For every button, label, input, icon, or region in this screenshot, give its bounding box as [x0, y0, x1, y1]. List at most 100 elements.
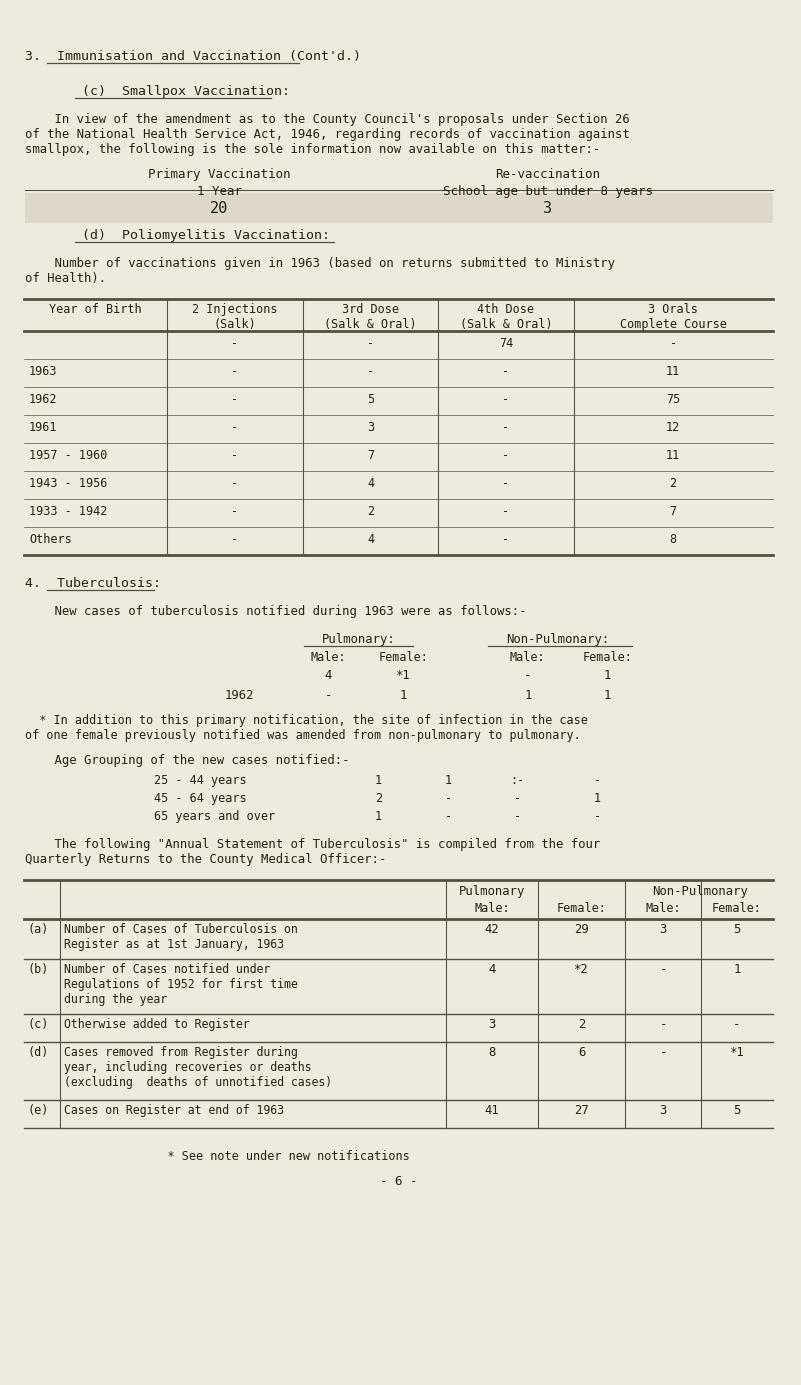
Text: Otherwise added to Register: Otherwise added to Register	[64, 1018, 249, 1030]
Text: 1: 1	[524, 688, 532, 702]
Text: (a): (a)	[28, 922, 49, 936]
Text: New cases of tuberculosis notified during 1963 were as follows:-: New cases of tuberculosis notified durin…	[25, 605, 526, 618]
Text: 1: 1	[445, 774, 452, 787]
Text: 1: 1	[375, 810, 382, 823]
Text: 5: 5	[367, 393, 374, 406]
Text: -: -	[502, 393, 509, 406]
Text: -: -	[445, 792, 452, 805]
Text: -: -	[502, 449, 509, 463]
Text: 1 Year: 1 Year	[196, 186, 242, 198]
Text: -: -	[594, 810, 601, 823]
Text: * In addition to this primary notification, the site of infection in the case
of: * In addition to this primary notificati…	[25, 715, 588, 742]
Text: 5: 5	[733, 1104, 741, 1116]
Text: 1933 - 1942: 1933 - 1942	[29, 506, 107, 518]
Text: 65 years and over: 65 years and over	[155, 810, 276, 823]
Text: 3rd Dose
(Salk & Oral): 3rd Dose (Salk & Oral)	[324, 303, 417, 331]
Text: 2 Injections
(Salk): 2 Injections (Salk)	[192, 303, 278, 331]
Text: 20: 20	[210, 201, 228, 216]
Text: 25 - 44 years: 25 - 44 years	[155, 774, 247, 787]
Text: 42: 42	[485, 922, 499, 936]
Text: -: -	[502, 421, 509, 434]
Text: -: -	[514, 792, 521, 805]
Text: Year of Birth: Year of Birth	[50, 303, 142, 316]
Text: 1962: 1962	[29, 393, 58, 406]
Text: (c)  Smallpox Vaccination:: (c) Smallpox Vaccination:	[50, 84, 290, 98]
Text: 3: 3	[543, 201, 552, 216]
Text: (d): (d)	[28, 1046, 49, 1060]
Text: 29: 29	[574, 922, 589, 936]
Text: -: -	[231, 506, 239, 518]
Text: - 6 -: - 6 -	[380, 1174, 417, 1188]
Text: -: -	[502, 476, 509, 490]
Text: 74: 74	[499, 337, 513, 350]
Text: 2: 2	[670, 476, 677, 490]
Text: Number of Cases of Tuberculosis on
Register as at 1st January, 1963: Number of Cases of Tuberculosis on Regis…	[64, 922, 297, 951]
Text: Male:: Male:	[646, 902, 681, 915]
Text: Age Grouping of the new cases notified:-: Age Grouping of the new cases notified:-	[25, 753, 349, 767]
Text: *1: *1	[396, 669, 411, 681]
Text: Pulmonary:: Pulmonary:	[322, 633, 396, 645]
Text: 11: 11	[666, 366, 680, 378]
Text: Female:: Female:	[557, 902, 606, 915]
Bar	[25, 193, 773, 223]
Text: -: -	[231, 393, 239, 406]
Text: 12: 12	[666, 421, 680, 434]
Text: Re-vaccination: Re-vaccination	[495, 168, 600, 181]
Text: 4: 4	[367, 476, 374, 490]
Text: 7: 7	[670, 506, 677, 518]
Text: Number of vaccinations given in 1963 (based on returns submitted to Ministry
of : Number of vaccinations given in 1963 (ba…	[25, 258, 615, 285]
Text: 3: 3	[659, 1104, 667, 1116]
Text: -: -	[231, 476, 239, 490]
Text: 4: 4	[367, 533, 374, 546]
Text: 1: 1	[400, 688, 407, 702]
Text: 7: 7	[367, 449, 374, 463]
Text: (e): (e)	[28, 1104, 49, 1116]
Text: Primary Vaccination: Primary Vaccination	[148, 168, 290, 181]
Text: 3: 3	[659, 922, 667, 936]
Text: Male:: Male:	[510, 651, 545, 663]
Text: -: -	[367, 366, 374, 378]
Text: -: -	[231, 533, 239, 546]
Text: 3 Orals
Complete Course: 3 Orals Complete Course	[620, 303, 727, 331]
Text: 1961: 1961	[29, 421, 58, 434]
Text: -: -	[514, 810, 521, 823]
Text: -: -	[659, 1046, 667, 1060]
Text: Male:: Male:	[474, 902, 509, 915]
Text: Female:: Female:	[378, 651, 429, 663]
Text: -: -	[231, 449, 239, 463]
Text: 1: 1	[594, 792, 601, 805]
Text: 1: 1	[375, 774, 382, 787]
Text: -: -	[502, 366, 509, 378]
Text: 8: 8	[670, 533, 677, 546]
Text: :-: :-	[511, 774, 525, 787]
Text: Others: Others	[29, 533, 71, 546]
Text: 2: 2	[375, 792, 382, 805]
Text: Female:: Female:	[582, 651, 632, 663]
Text: Non-Pulmonary:: Non-Pulmonary:	[506, 633, 610, 645]
Text: Non-Pulmonary: Non-Pulmonary	[652, 885, 748, 897]
Text: -: -	[733, 1018, 741, 1030]
Text: 4th Dose
(Salk & Oral): 4th Dose (Salk & Oral)	[460, 303, 552, 331]
Text: 41: 41	[485, 1104, 499, 1116]
Text: -: -	[231, 337, 239, 350]
Text: 8: 8	[489, 1046, 496, 1060]
Text: 1: 1	[733, 963, 741, 976]
Text: -: -	[325, 688, 332, 702]
Text: Number of Cases notified under
Regulations of 1952 for first time
during the yea: Number of Cases notified under Regulatio…	[64, 963, 297, 1006]
Text: 4: 4	[325, 669, 332, 681]
Text: -: -	[231, 421, 239, 434]
Text: 45 - 64 years: 45 - 64 years	[155, 792, 247, 805]
Text: (c): (c)	[28, 1018, 49, 1030]
Text: *2: *2	[574, 963, 589, 976]
Text: -: -	[502, 506, 509, 518]
Text: 1962: 1962	[224, 688, 254, 702]
Text: -: -	[231, 366, 239, 378]
Text: -: -	[367, 337, 374, 350]
Text: -: -	[594, 774, 601, 787]
Text: Cases removed from Register during
year, including recoveries or deaths
(excludi: Cases removed from Register during year,…	[64, 1046, 332, 1089]
Text: 75: 75	[666, 393, 680, 406]
Text: 1: 1	[604, 669, 611, 681]
Text: 3.  Immunisation and Vaccination (Cont'd.): 3. Immunisation and Vaccination (Cont'd.…	[25, 50, 361, 62]
Text: 2: 2	[367, 506, 374, 518]
Text: (b): (b)	[28, 963, 49, 976]
